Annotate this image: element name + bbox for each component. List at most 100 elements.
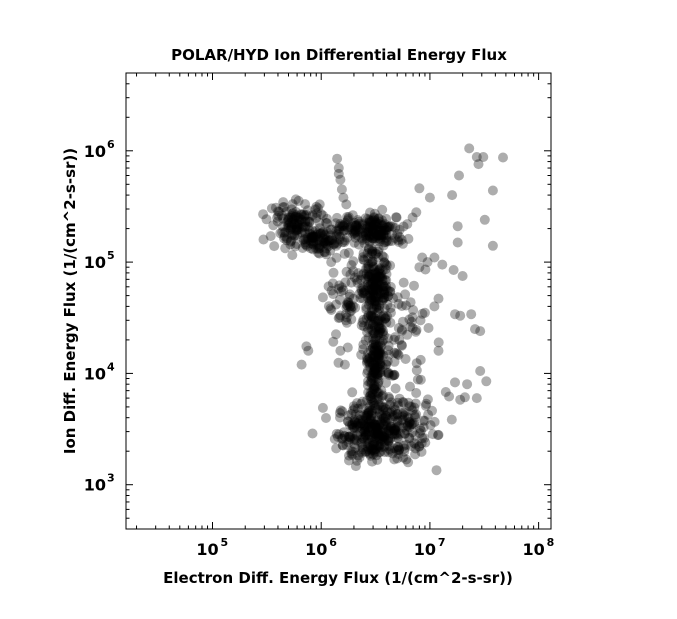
data-point	[356, 418, 367, 429]
data-point	[355, 274, 366, 285]
data-point	[293, 215, 304, 226]
data-point	[334, 312, 345, 323]
x-tick-label: 10 8	[522, 536, 554, 559]
data-point	[393, 237, 404, 247]
data-point	[281, 235, 292, 246]
data-point	[380, 314, 390, 324]
data-point	[290, 210, 301, 221]
data-point	[383, 367, 394, 378]
data-point	[378, 413, 389, 424]
data-point	[367, 246, 378, 257]
data-point	[380, 264, 391, 275]
data-point	[325, 303, 336, 314]
data-point	[309, 231, 320, 242]
data-point	[372, 362, 382, 373]
data-point	[371, 344, 382, 355]
data-point	[380, 283, 391, 294]
data-point	[381, 420, 392, 431]
data-point	[293, 224, 304, 235]
data-point	[403, 233, 414, 244]
data-point	[375, 268, 386, 279]
data-point	[313, 235, 324, 245]
x-tick-exponent: 5	[221, 536, 229, 549]
data-point	[312, 208, 322, 219]
data-point	[336, 282, 347, 293]
data-point	[450, 309, 460, 320]
data-point	[284, 222, 294, 233]
data-point	[394, 420, 405, 431]
x-axis-ticks: 10 5 10 6 10 7 10 8	[136, 73, 554, 559]
data-point	[331, 329, 341, 340]
data-point	[404, 314, 415, 325]
data-point	[335, 412, 345, 423]
data-point	[366, 356, 377, 367]
data-point	[364, 437, 375, 448]
data-point	[373, 233, 384, 244]
data-point	[367, 319, 378, 330]
data-point	[351, 423, 362, 433]
data-point	[346, 305, 357, 316]
data-point	[358, 314, 369, 325]
data-point	[349, 422, 360, 433]
data-point	[373, 315, 384, 326]
data-point	[367, 256, 378, 267]
data-point	[349, 417, 360, 428]
data-point	[367, 285, 378, 296]
data-point	[360, 335, 371, 346]
data-point	[363, 425, 374, 436]
data-point	[383, 333, 393, 344]
data-point	[330, 218, 341, 229]
data-point	[351, 429, 362, 440]
data-point	[359, 421, 370, 432]
data-point	[356, 285, 367, 296]
data-point	[347, 419, 358, 429]
data-point	[370, 338, 381, 349]
data-point	[341, 266, 352, 277]
data-point	[381, 281, 392, 292]
data-point	[300, 216, 311, 227]
data-point	[404, 422, 415, 433]
data-point	[258, 234, 269, 245]
data-point	[418, 422, 429, 433]
data-point	[290, 194, 301, 205]
data-point	[344, 306, 355, 317]
data-point	[372, 278, 383, 289]
data-point	[367, 373, 378, 384]
data-point	[356, 398, 366, 409]
data-point	[414, 262, 425, 273]
data-point	[395, 428, 406, 439]
data-point	[373, 345, 384, 356]
data-point	[356, 418, 367, 429]
data-point	[400, 354, 411, 364]
data-point	[405, 381, 415, 392]
data-point	[343, 416, 354, 427]
data-point	[372, 426, 383, 437]
data-point	[354, 289, 365, 299]
data-point	[370, 356, 380, 367]
data-point	[410, 439, 421, 450]
data-point	[361, 223, 372, 234]
data-point	[390, 425, 401, 435]
data-point	[337, 220, 348, 231]
data-point	[381, 213, 392, 224]
data-point	[365, 217, 376, 228]
data-point	[384, 441, 395, 451]
data-point	[392, 433, 403, 443]
data-point	[373, 290, 384, 301]
data-point	[363, 332, 374, 343]
data-point	[397, 414, 408, 425]
data-point	[381, 222, 392, 233]
data-point	[365, 232, 376, 242]
data-point	[409, 280, 419, 291]
data-point	[376, 340, 387, 351]
data-point	[365, 415, 375, 426]
data-point	[302, 221, 313, 232]
data-point	[270, 202, 281, 213]
data-point	[352, 403, 363, 414]
data-point	[362, 365, 373, 376]
data-point	[365, 390, 376, 401]
data-point	[409, 417, 420, 428]
data-point	[366, 432, 377, 443]
data-point	[379, 257, 390, 268]
data-point	[348, 226, 359, 236]
